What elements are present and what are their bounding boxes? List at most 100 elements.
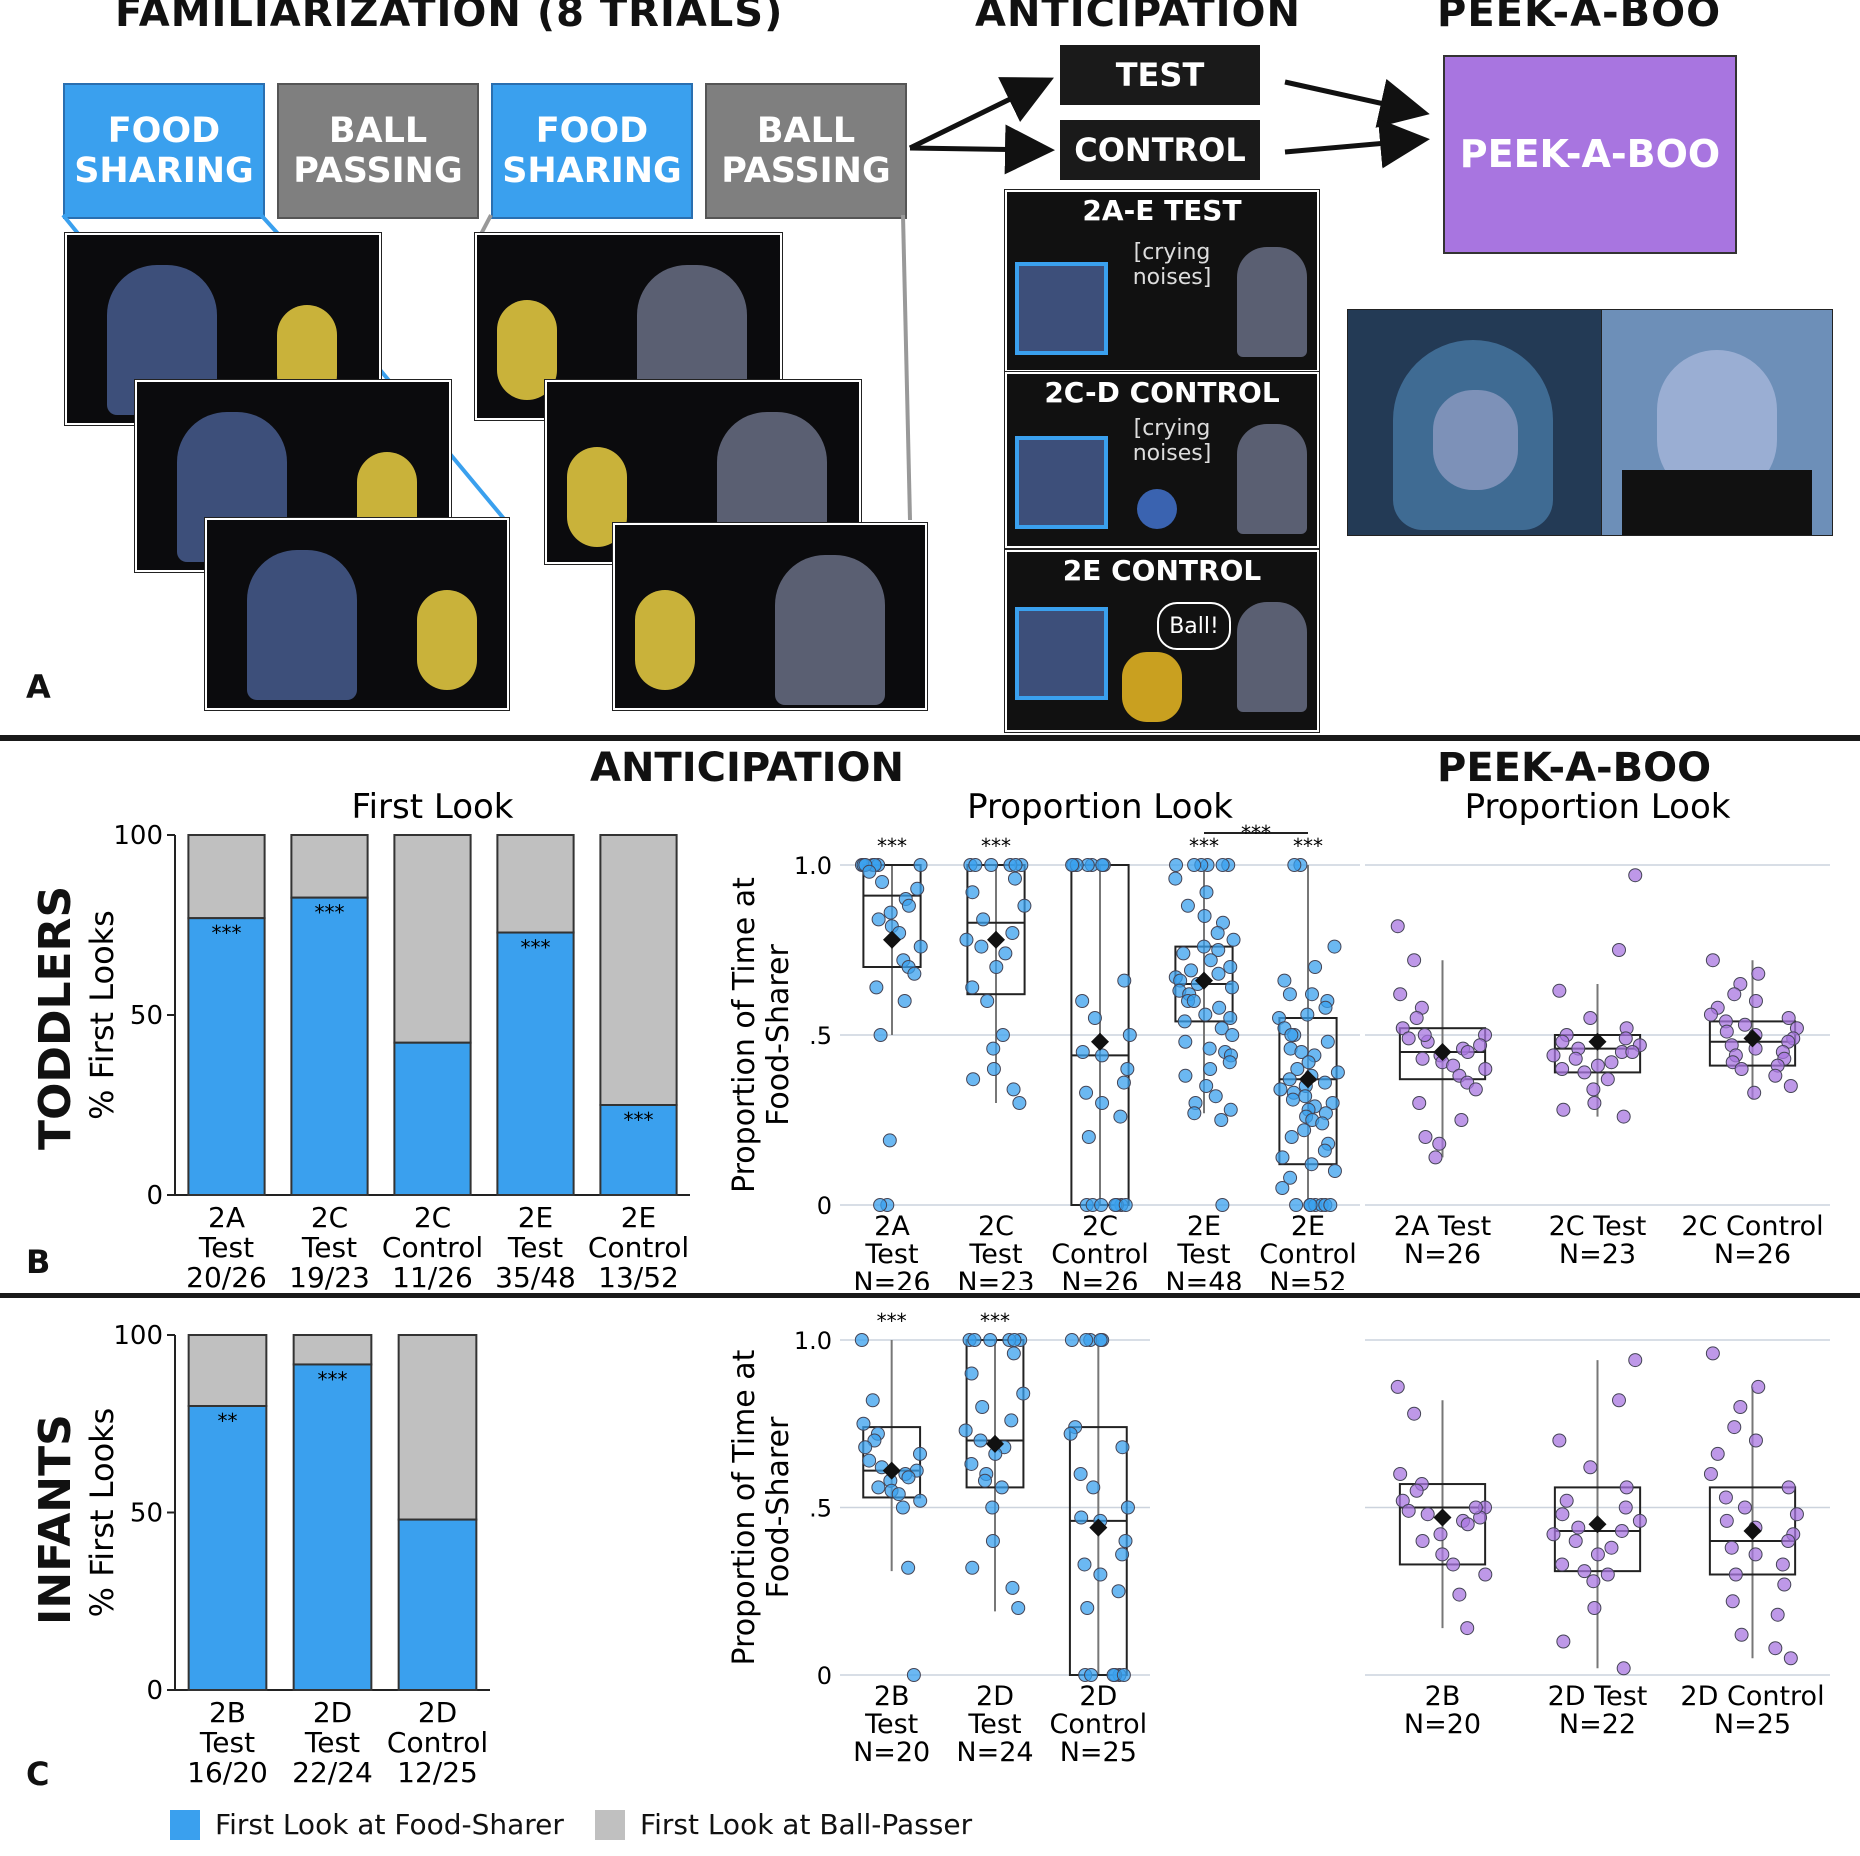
data-point xyxy=(1409,1483,1424,1498)
data-point xyxy=(965,980,980,995)
data-point xyxy=(1781,1480,1796,1495)
data-point xyxy=(1616,1661,1631,1676)
data-point xyxy=(1075,1045,1090,1059)
data-point xyxy=(1284,1028,1299,1042)
data-point xyxy=(1017,898,1032,913)
data-point xyxy=(1555,1062,1570,1076)
x-tick-label: 2C xyxy=(978,1211,1014,1242)
x-tick-label: 16/20 xyxy=(187,1756,268,1789)
data-point xyxy=(1008,858,1023,872)
data-point xyxy=(1590,1547,1605,1562)
legend-label-ball-passer: First Look at Ball-Passer xyxy=(640,1808,973,1841)
data-point xyxy=(1577,1564,1592,1579)
data-point xyxy=(964,1456,979,1471)
mean-marker xyxy=(1588,1032,1607,1051)
x-tick-label: N=26 xyxy=(1061,1267,1138,1290)
data-point xyxy=(1625,1045,1640,1059)
data-point xyxy=(875,875,890,889)
data-point xyxy=(1768,1641,1783,1656)
data-point xyxy=(1005,926,1020,940)
data-point xyxy=(1187,858,1202,872)
x-tick-label: 2D xyxy=(1079,1681,1117,1712)
data-point xyxy=(1568,1051,1583,1066)
data-point xyxy=(1412,1096,1427,1110)
section-title-peekaboo: PEEK-A-BOO xyxy=(1437,745,1712,791)
mean-marker xyxy=(883,930,901,949)
data-point xyxy=(1079,1085,1094,1100)
data-point xyxy=(986,1062,1001,1076)
data-point xyxy=(869,980,884,995)
bar-ball-passer xyxy=(292,1334,373,1366)
data-point xyxy=(1619,1480,1634,1495)
data-point xyxy=(1555,1557,1570,1572)
test-box: TEST xyxy=(1060,45,1260,105)
data-point xyxy=(1733,1400,1748,1414)
data-point xyxy=(1317,1075,1332,1090)
x-tick-label: N=26 xyxy=(1404,1239,1481,1270)
data-point xyxy=(1300,1007,1315,1022)
data-point xyxy=(1407,953,1422,968)
significance-marker: *** xyxy=(980,1309,1010,1333)
data-point xyxy=(983,1333,998,1347)
data-point xyxy=(1120,1500,1135,1515)
ball-passing-box-1: BALL PASSING xyxy=(277,83,479,219)
x-tick-label: N=20 xyxy=(853,1737,930,1768)
data-point xyxy=(968,858,983,872)
data-point xyxy=(1196,939,1211,954)
data-point xyxy=(1006,1346,1021,1361)
data-point xyxy=(1781,1534,1796,1548)
arrow-to-control xyxy=(909,124,1055,175)
data-point xyxy=(1614,1523,1629,1538)
x-tick-label: 2B xyxy=(209,1696,246,1729)
x-tick-label: Control xyxy=(387,1726,488,1759)
data-point xyxy=(1452,1587,1467,1602)
data-point xyxy=(1215,1198,1230,1212)
x-tick-label: Control xyxy=(1259,1239,1357,1270)
data-point xyxy=(865,1393,880,1408)
data-point xyxy=(895,1500,910,1515)
data-point xyxy=(1446,1058,1461,1073)
data-point xyxy=(1703,1007,1718,1022)
data-point xyxy=(1775,1557,1790,1572)
arrow-control-to-peekaboo xyxy=(1284,118,1430,169)
data-point xyxy=(1116,1668,1131,1682)
data-point xyxy=(1214,1113,1229,1127)
data-point xyxy=(1199,885,1214,900)
x-tick-label: 2A xyxy=(874,1211,910,1242)
x-tick-label: 2A Test xyxy=(1394,1211,1491,1242)
food-sharing-box-1: FOOD SHARING xyxy=(63,83,265,219)
data-point xyxy=(984,858,999,872)
data-point xyxy=(1093,1567,1108,1582)
data-point xyxy=(1094,1048,1109,1063)
data-point xyxy=(1203,1062,1218,1076)
bar-ball-passer xyxy=(397,1334,478,1521)
data-point xyxy=(1113,1109,1128,1124)
anticipation-title: ANTICIPATION xyxy=(975,0,1301,36)
data-point xyxy=(1586,1082,1601,1097)
data-point xyxy=(1122,1028,1137,1042)
data-point xyxy=(1320,1034,1335,1049)
data-point xyxy=(1454,1113,1469,1127)
data-point xyxy=(1705,1346,1720,1361)
data-point xyxy=(1287,858,1302,872)
data-point xyxy=(1007,1333,1022,1347)
data-point xyxy=(854,1333,869,1347)
data-point xyxy=(873,1198,888,1212)
x-tick-label: 2D xyxy=(313,1696,352,1729)
data-point xyxy=(1418,1130,1433,1144)
box xyxy=(862,864,922,968)
data-point xyxy=(1568,1534,1583,1548)
data-point xyxy=(980,994,995,1008)
y-tick-label: 100 xyxy=(113,1321,163,1351)
data-point xyxy=(1012,1096,1027,1110)
data-point xyxy=(907,966,922,981)
x-tick-label: 2E xyxy=(1187,1211,1221,1242)
legend-swatch-ball-passer xyxy=(595,1810,625,1840)
data-point xyxy=(1095,858,1110,872)
data-point xyxy=(1632,1513,1647,1528)
data-point xyxy=(1282,1072,1297,1087)
data-point xyxy=(1115,1440,1130,1455)
data-point xyxy=(1073,1467,1088,1481)
data-point xyxy=(1093,1333,1108,1347)
